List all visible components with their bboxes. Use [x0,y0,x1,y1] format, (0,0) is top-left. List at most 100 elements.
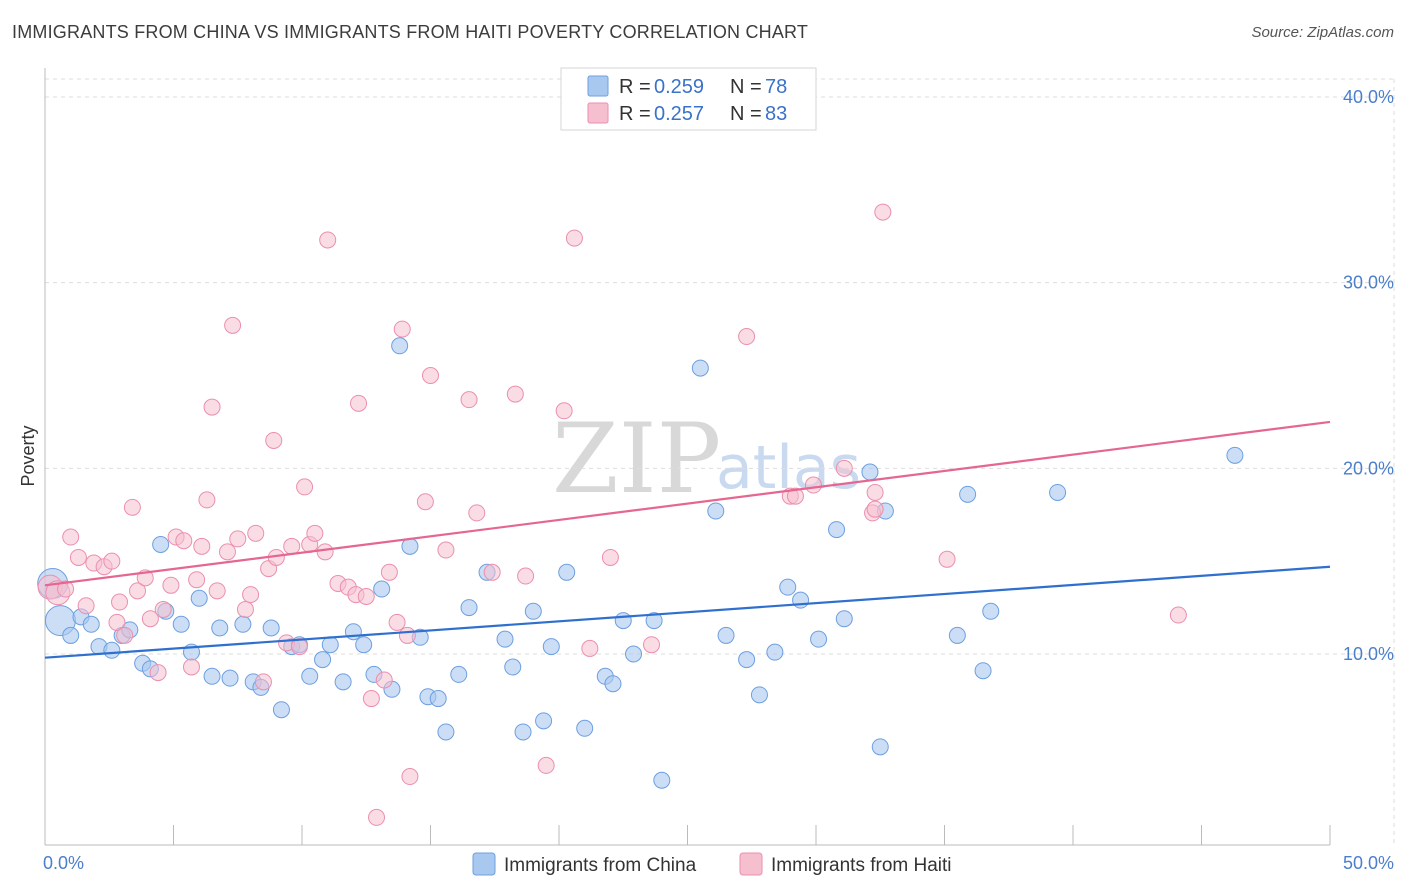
series-china-points [37,337,1244,789]
china-point [861,463,879,481]
axes [44,68,1331,846]
haiti-point [422,367,439,384]
haiti-point [236,600,254,618]
haiti-point [368,808,386,826]
haiti-point [175,532,193,550]
china-point [524,602,542,620]
china-point [82,615,100,633]
china-point [766,643,784,661]
haiti-point [517,567,535,585]
china-point [355,636,373,654]
haiti-point [804,476,822,494]
haiti-point [506,385,524,403]
legend-china-r-value: 0.259 [654,76,704,98]
china-point [234,615,252,633]
china-point [450,665,468,683]
haiti-point [306,524,324,542]
legend-china-r-label: R = [619,76,651,98]
haiti-point [316,543,334,561]
legend-haiti-r-value: 0.257 [654,103,704,125]
haiti-point [103,552,121,570]
haiti-point [738,328,756,346]
bottom-legend-label-china: Immigrants from China [504,855,697,876]
haiti-point [254,673,272,691]
haiti-point [375,671,393,689]
haiti-point [229,530,247,548]
china-point [460,599,478,617]
chart-title: IMMIGRANTS FROM CHINA VS IMMIGRANTS FROM… [12,22,809,42]
haiti-point [69,548,87,566]
china-point [948,626,966,644]
china-point [691,359,709,377]
legend: R = 0.259 N = 78 R = 0.257 N = 83 [560,67,817,131]
haiti-point [362,690,380,708]
series-haiti-points [37,203,1187,826]
haiti-point [296,478,314,496]
haiti-point [786,487,804,505]
china-point [835,610,853,628]
legend-swatch-china [587,75,609,97]
haiti-point [123,498,141,516]
china-point [535,712,553,730]
haiti-point [242,586,260,604]
haiti-point [437,541,455,559]
haiti-point [835,459,853,477]
haiti-point [537,756,555,774]
haiti-point [218,543,236,561]
china-point [542,638,560,656]
china-regression-line [44,565,1331,659]
watermark-zip: ZIP [552,403,721,515]
china-point [974,662,992,680]
haiti-point [198,491,216,509]
china-point [62,626,80,644]
china-point [779,578,797,596]
haiti-regression-line [44,420,1331,587]
haiti-point [154,600,172,618]
haiti-point [1169,606,1187,624]
haiti-point [141,610,159,628]
legend-haiti-r-label: R = [619,103,651,125]
legend-china-n-label: N = [730,76,762,98]
china-point [314,651,332,669]
bottom-legend-swatch-china [472,852,496,876]
legend-swatch-haiti [587,102,609,124]
haiti-point [483,563,501,581]
haiti-point [357,587,375,605]
haiti-point [129,582,147,600]
haiti-point [319,231,337,249]
haiti-point [460,391,478,409]
china-point [514,723,532,741]
china-point [982,602,1000,620]
haiti-point [108,613,126,631]
china-point [959,485,977,503]
y-tick-label: 20.0% [1343,458,1394,478]
haiti-point [77,597,95,615]
y-axis-title: Poverty [18,425,38,486]
y-tick-label: 10.0% [1343,644,1394,664]
china-point [738,651,756,669]
source-credit: Source: ZipAtlas.com [1251,24,1394,41]
china-point [625,645,643,663]
china-point [576,719,594,737]
china-point [437,723,455,741]
haiti-point [388,613,406,631]
haiti-point [188,571,206,589]
china-point [321,636,339,654]
y-tick-label: 40.0% [1343,87,1394,107]
china-point [103,641,121,659]
china-point [604,675,622,693]
haiti-point [398,626,416,644]
haiti-point [193,537,211,555]
haiti-point [866,483,884,501]
haiti-point [182,658,200,676]
china-point [1049,483,1067,501]
watermark: ZIP atlas [552,403,861,515]
china-point [391,337,409,355]
legend-china-n-value: 78 [765,76,787,98]
haiti-point [643,636,661,654]
haiti-point [380,563,398,581]
haiti-point [203,398,221,416]
haiti-point [62,528,80,546]
haiti-point [938,550,956,568]
